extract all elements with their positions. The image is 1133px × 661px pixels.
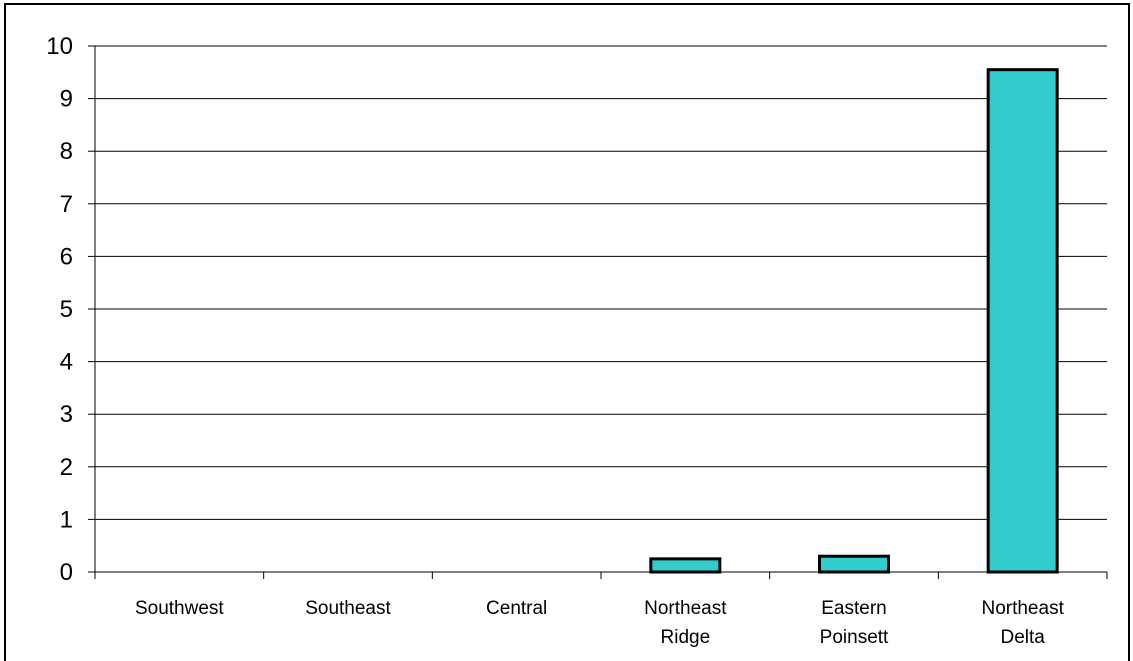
x-category-label-0-0: Southwest [135, 598, 224, 619]
bar-3 [649, 557, 722, 574]
gridlines [95, 45, 1107, 520]
y-tick-label-4: 4 [60, 349, 73, 376]
y-tick-label-0: 0 [60, 559, 73, 586]
y-tick-label-10: 10 [46, 33, 73, 60]
chart-frame [4, 3, 1130, 661]
y-tick-label-6: 6 [60, 243, 73, 270]
x-category-label-3-1: Ridge [661, 627, 711, 648]
bar-5 [986, 68, 1059, 574]
y-tick-label-7: 7 [60, 191, 73, 218]
x-category-label-3-0: Northeast [644, 598, 727, 619]
y-tick-label-8: 8 [60, 138, 73, 165]
x-category-label-4-0: Eastern [821, 598, 886, 619]
y-tick-label-5: 5 [60, 296, 73, 323]
x-category-label-4-1: Poinsett [820, 627, 889, 648]
y-tick-label-1: 1 [60, 506, 73, 533]
x-category-label-1-0: Southeast [305, 598, 391, 619]
x-category-labels: Southwest Southeast Central Northeast Ridge E… [135, 598, 1065, 648]
bars [649, 68, 1059, 574]
x-category-label-5-0: Northeast [981, 598, 1064, 619]
axes [88, 45, 1108, 579]
y-tick-labels: 0 1 2 3 4 5 6 7 8 9 10 [46, 33, 73, 586]
bar-4 [818, 554, 890, 574]
y-tick-label-9: 9 [60, 86, 73, 113]
x-category-label-2-0: Central [486, 598, 547, 619]
x-category-label-5-1: Delta [1000, 627, 1045, 648]
y-tick-label-3: 3 [60, 401, 73, 428]
y-tick-label-2: 2 [60, 454, 73, 481]
